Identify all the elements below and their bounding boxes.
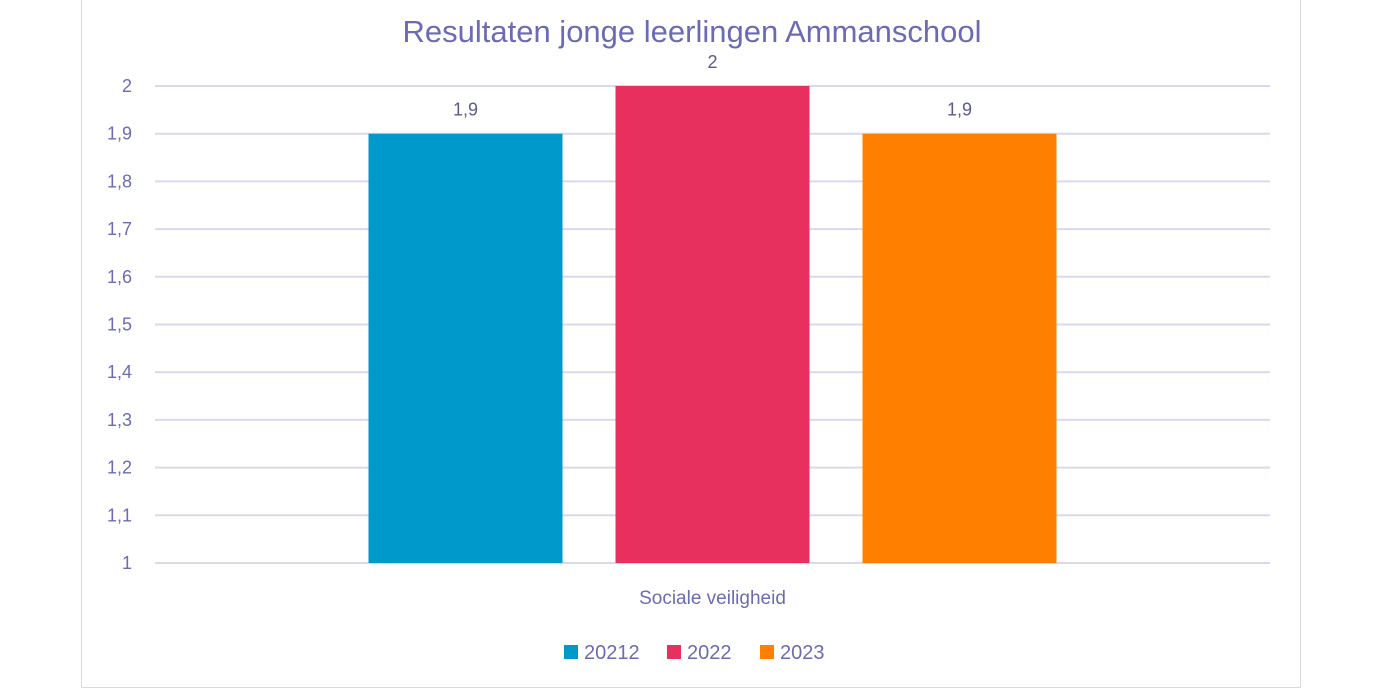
y-tick-label: 1,7 <box>107 219 132 239</box>
legend-label: 20212 <box>584 642 640 664</box>
y-tick-label: 1,8 <box>107 171 132 191</box>
legend-item-2023: 2023 <box>760 642 825 664</box>
legend-swatch <box>760 645 774 659</box>
y-tick-label: 1,5 <box>107 315 132 335</box>
legend-item-2022: 2022 <box>667 642 732 664</box>
y-tick-label: 1,6 <box>107 267 132 287</box>
y-tick-label: 1,2 <box>107 458 132 478</box>
bar-2023 <box>862 133 1057 563</box>
x-category-label: Sociale veiligheid <box>639 588 786 609</box>
y-tick-label: 1,9 <box>107 124 132 144</box>
legend-swatch <box>564 645 578 659</box>
bar-2022 <box>615 86 810 563</box>
chart-title: Resultaten jonge leerlingen Ammanschool <box>402 14 981 49</box>
legend-item-20212: 20212 <box>564 642 640 664</box>
y-tick-label: 2 <box>122 76 132 96</box>
legend-label: 2023 <box>780 642 825 664</box>
bar-20212 <box>368 133 563 563</box>
data-label-20212: 1,9 <box>453 100 478 120</box>
legend-swatch <box>667 645 681 659</box>
y-tick-label: 1,4 <box>107 362 132 382</box>
data-label-2022: 2 <box>707 52 717 72</box>
y-tick-label: 1,1 <box>107 505 132 525</box>
y-tick-label: 1 <box>122 553 132 573</box>
y-tick-label: 1,3 <box>107 410 132 430</box>
data-label-2023: 1,9 <box>947 100 972 120</box>
legend-label: 2022 <box>687 642 732 664</box>
